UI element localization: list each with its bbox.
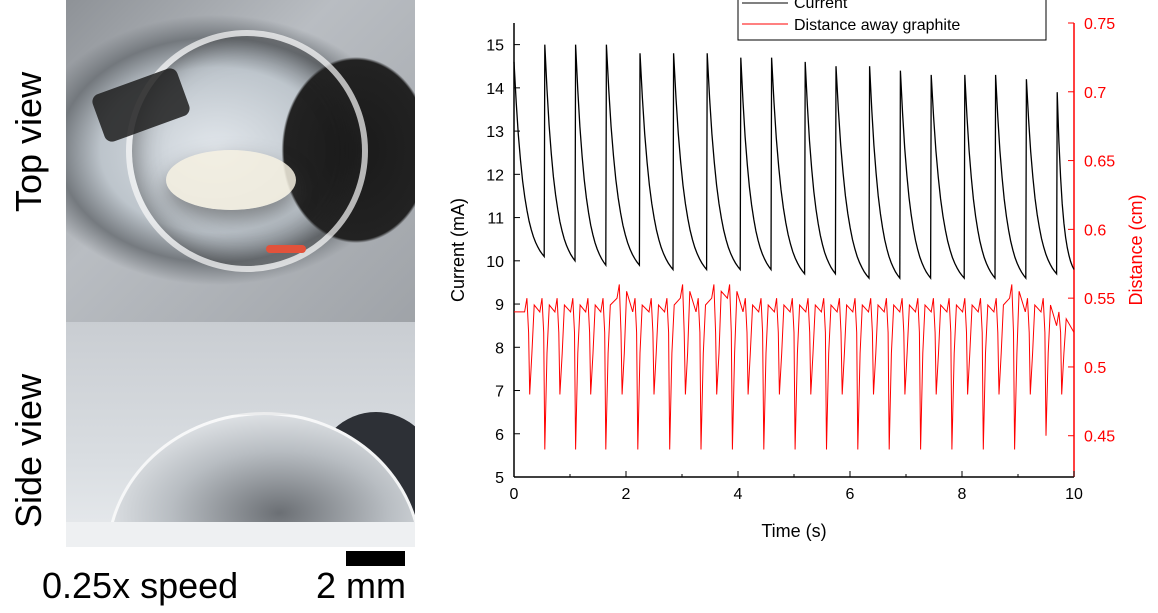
y2-tick-label: 0.75 — [1084, 16, 1115, 33]
legend-box — [737, 0, 1047, 41]
y2-tick-label: 0.7 — [1084, 85, 1106, 102]
current-series-line — [513, 44, 1075, 281]
y-axis-title: Current (mA) — [448, 198, 468, 302]
y2-tick-label: 0.55 — [1084, 291, 1115, 308]
scale-bar — [346, 551, 405, 566]
side-view-photo — [66, 322, 415, 547]
y-tick-label: 5 — [495, 470, 504, 487]
x-tick-label: 6 — [846, 486, 855, 503]
y-tick-label: 10 — [486, 254, 504, 271]
legend-distance-label: Distance away graphite — [794, 17, 960, 34]
y-tick-label: 9 — [495, 297, 504, 314]
distance-series-line — [514, 284, 1075, 450]
y-tick-label: 8 — [495, 340, 504, 357]
x-tick-label: 4 — [734, 486, 743, 503]
y-tick-label: 13 — [486, 124, 504, 141]
y-tick-label: 15 — [486, 38, 504, 55]
y2-tick-label: 0.5 — [1084, 360, 1106, 377]
red-reflection — [266, 245, 306, 253]
y2-tick-label: 0.6 — [1084, 222, 1106, 239]
x-tick-label: 2 — [622, 486, 631, 503]
x-axis-title: Time (s) — [761, 521, 826, 541]
y2-tick-label: 0.65 — [1084, 154, 1115, 171]
playback-speed-label: 0.25x speed — [42, 565, 239, 606]
y2-axis-title: Distance (cm) — [1126, 194, 1146, 305]
side-view-label: Side view — [8, 373, 49, 528]
legend-current-label: Current — [794, 0, 848, 12]
x-tick-label: 10 — [1065, 486, 1083, 503]
top-view-photo — [66, 0, 415, 322]
scale-bar-label: 2 mm — [316, 565, 406, 606]
y-tick-label: 12 — [486, 167, 504, 184]
y-tick-label: 7 — [495, 384, 504, 401]
droplet-rim — [126, 30, 368, 272]
y-tick-label: 11 — [487, 211, 504, 228]
y-tick-label: 6 — [495, 427, 504, 444]
electrode-tip — [166, 150, 296, 210]
current-distance-chart: 0 2 4 6 8 10 5 6 7 8 9 10 11 12 13 14 15 0.45 0.5 0.55 0.6 0.… — [448, 0, 1146, 541]
y2-tick-label: 0.45 — [1084, 429, 1115, 446]
substrate-base — [66, 522, 415, 547]
x-tick-label: 8 — [958, 486, 967, 503]
y-tick-label: 14 — [486, 81, 504, 98]
top-view-label: Top view — [8, 71, 49, 212]
x-tick-label: 0 — [510, 486, 519, 503]
